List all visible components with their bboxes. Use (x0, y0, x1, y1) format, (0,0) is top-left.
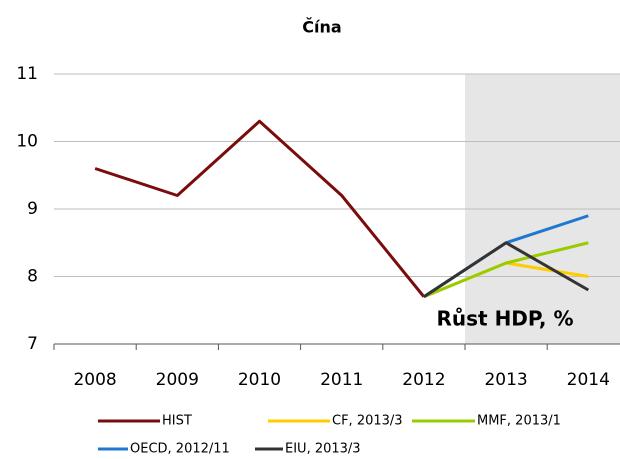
y-tick-label: 7 (27, 334, 38, 354)
legend-label: OECD, 2012/11 (130, 442, 230, 457)
y-tick-label: 8 (27, 267, 38, 287)
x-tick-label: 2014 (567, 370, 610, 390)
series-line (94, 119, 426, 298)
x-tick-label: 2012 (402, 370, 445, 390)
y-tick-label: 10 (16, 132, 38, 152)
series-line (423, 241, 589, 299)
legend-label: HIST (162, 414, 192, 429)
y-tick-label: 9 (27, 199, 38, 219)
legend-label: MMF, 2013/1 (477, 414, 561, 429)
y-tick-label: 11 (16, 64, 38, 84)
x-tick-label: 2008 (73, 370, 116, 390)
x-tick-label: 2010 (238, 370, 281, 390)
x-tick-label: 2009 (156, 370, 199, 390)
chart-title: Čína (302, 18, 341, 37)
x-tick-label: 2011 (320, 370, 363, 390)
x-tick-label: 2013 (484, 370, 527, 390)
annotation: Růst HDP, % (437, 307, 574, 331)
legend-label: EIU, 2013/3 (285, 442, 361, 457)
series-line (423, 241, 590, 299)
legend-label: CF, 2013/3 (332, 414, 403, 429)
